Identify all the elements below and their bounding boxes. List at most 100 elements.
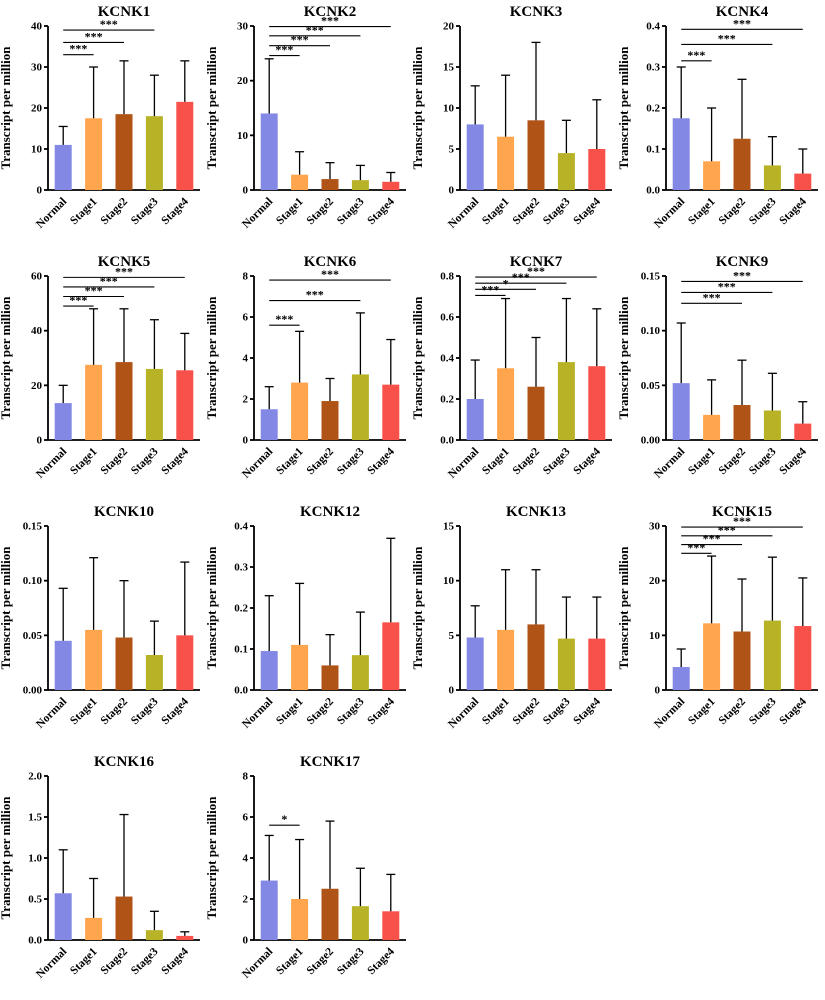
- x-tick-label: Stage2: [305, 695, 337, 727]
- panel-title: KCNK4: [716, 4, 769, 20]
- bar-stage1: [291, 644, 309, 690]
- y-tick-label: 10: [443, 575, 455, 587]
- panel-kcnk10: KCNK10 Transcript per million 0.00 0.05 0.10…: [0, 504, 200, 731]
- x-tick-label: Stage1: [274, 195, 306, 227]
- x-tick-label: Stage4: [159, 195, 191, 227]
- y-tick-label: 1.0: [28, 853, 42, 865]
- significance-label: ***: [733, 514, 751, 528]
- bar-stage4: [588, 366, 606, 440]
- y-tick-label: 0.2: [234, 603, 248, 615]
- bar-normal: [466, 399, 484, 440]
- y-axis-label: Transcript per million: [0, 546, 13, 670]
- bar-stage2: [115, 896, 133, 940]
- y-axis-label: Transcript per million: [206, 546, 219, 670]
- panel-title: KCNK5: [98, 254, 151, 270]
- y-tick-label: 15: [443, 62, 455, 74]
- bar-stage3: [145, 116, 163, 190]
- bar-stage2: [115, 362, 133, 440]
- panel-kcnk4: KCNK4 Transcript per million 0.0 0.1 0.2 0.3 0…: [618, 4, 818, 231]
- x-tick-label: Stage2: [305, 195, 337, 227]
- bar-stage3: [557, 362, 575, 440]
- x-tick-label: Stage4: [159, 945, 191, 977]
- y-tick-label: 0.3: [646, 62, 660, 74]
- y-tick-label: 0.5: [28, 894, 42, 906]
- bar-stage1: [497, 629, 515, 690]
- y-tick-label: 2.0: [28, 771, 42, 783]
- y-axis-label: Transcript per million: [0, 796, 13, 920]
- y-tick-label: 30: [31, 62, 43, 74]
- bar-stage2: [527, 120, 545, 190]
- y-tick-label: 0.15: [641, 271, 661, 283]
- x-tick-label: Stage2: [99, 445, 131, 477]
- y-axis-label: Transcript per million: [412, 546, 425, 670]
- significance-label: ***: [718, 523, 736, 537]
- panel-title: KCNK13: [506, 504, 566, 520]
- x-tick-label: Stage3: [335, 695, 367, 727]
- bar-normal: [260, 409, 278, 440]
- x-tick-label: Stage2: [99, 195, 131, 227]
- y-tick-label: 0: [243, 185, 249, 197]
- y-tick-label: 0.05: [23, 630, 43, 642]
- x-tick-label: Stage4: [365, 445, 397, 477]
- x-tick-label: Normal: [446, 196, 481, 231]
- y-tick-label: 0.4: [234, 521, 248, 533]
- y-tick-label: 0.2: [646, 103, 660, 115]
- bar-normal: [672, 667, 690, 690]
- bar-normal: [466, 637, 484, 690]
- bar-stage3: [145, 930, 163, 940]
- x-tick-label: Stage3: [129, 445, 161, 477]
- y-tick-label: 0.10: [641, 325, 661, 337]
- y-tick-label: 15: [443, 521, 455, 533]
- significance-label: ***: [275, 312, 293, 326]
- x-tick-label: Stage4: [777, 695, 809, 727]
- y-tick-label: 30: [649, 521, 661, 533]
- bar-stage1: [291, 899, 309, 940]
- x-tick-label: Stage2: [511, 445, 543, 477]
- y-tick-label: 8: [243, 771, 249, 783]
- x-tick-label: Stage3: [335, 195, 367, 227]
- panel-kcnk1: KCNK1 Transcript per million 0 10 20 30 40 Norm…: [0, 4, 200, 231]
- x-tick-label: Stage1: [274, 695, 306, 727]
- y-tick-label: 20: [31, 103, 43, 115]
- bar-stage3: [763, 165, 781, 190]
- x-tick-label: Stage2: [511, 695, 543, 727]
- x-tick-label: Stage1: [68, 945, 100, 977]
- bar-normal: [466, 124, 484, 190]
- y-tick-label: 10: [31, 144, 43, 156]
- significance-label: ***: [306, 288, 324, 302]
- y-tick-label: 20: [237, 75, 249, 87]
- panel-title: KCNK15: [712, 504, 772, 520]
- y-tick-label: 0: [243, 935, 249, 947]
- bar-stage3: [351, 374, 369, 440]
- y-tick-label: 8: [243, 271, 249, 283]
- x-tick-label: Stage1: [480, 195, 512, 227]
- bar-normal: [260, 651, 278, 690]
- bar-stage4: [794, 173, 812, 190]
- bar-stage1: [703, 414, 721, 440]
- x-tick-label: Normal: [34, 446, 69, 481]
- y-axis-label: Transcript per million: [618, 296, 631, 420]
- bar-stage4: [588, 638, 606, 690]
- x-tick-label: Stage1: [68, 695, 100, 727]
- x-tick-label: Stage4: [777, 445, 809, 477]
- bar-stage1: [497, 368, 515, 440]
- y-tick-label: 2: [243, 394, 249, 406]
- significance-label: ***: [115, 264, 133, 278]
- bar-stage1: [291, 382, 309, 440]
- bar-stage4: [176, 935, 194, 940]
- x-tick-label: Stage1: [686, 445, 718, 477]
- x-tick-label: Stage1: [686, 695, 718, 727]
- significance-label: ***: [321, 267, 339, 281]
- bar-stage1: [291, 174, 309, 190]
- panel-kcnk9: KCNK9 Transcript per million 0.00 0.05 0.10 0…: [618, 254, 818, 481]
- y-tick-label: 10: [237, 130, 249, 142]
- panel-title: KCNK3: [510, 4, 563, 20]
- bar-stage4: [176, 370, 194, 440]
- y-tick-label: 0.6: [440, 312, 454, 324]
- y-axis-label: Transcript per million: [618, 46, 631, 170]
- bar-stage4: [382, 181, 400, 190]
- significance-label: *: [281, 812, 287, 826]
- y-tick-label: 0.0: [28, 935, 42, 947]
